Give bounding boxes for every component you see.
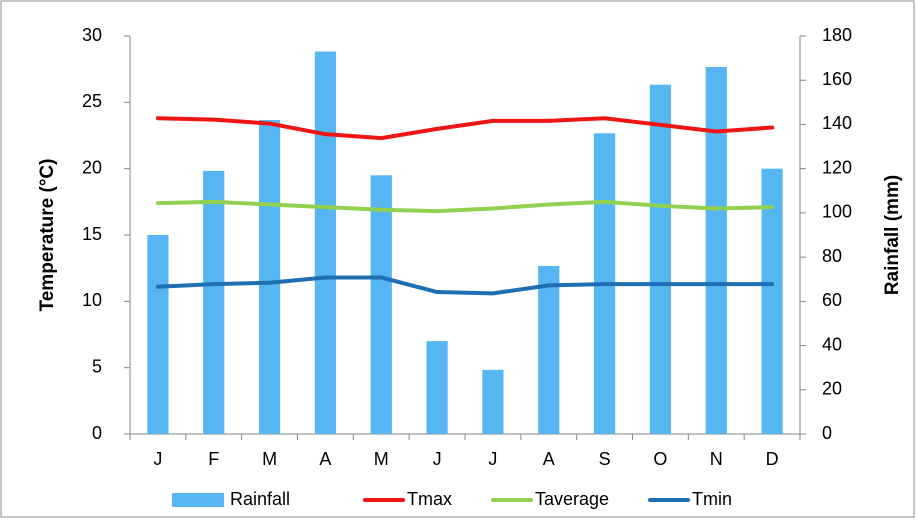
y2-tick-label: 180 — [822, 25, 852, 45]
bar — [203, 170, 225, 434]
legend-label: Taverage — [535, 489, 609, 509]
y-tick-label: 10 — [82, 290, 102, 310]
bar — [538, 265, 560, 434]
line — [155, 199, 775, 214]
x-tick-label: D — [766, 449, 779, 469]
y2-tick-label: 60 — [822, 290, 842, 310]
y-axis-title: Temperature (°C) — [37, 159, 58, 312]
x-tick-label: A — [543, 449, 555, 469]
y2-tick-label: 140 — [822, 113, 852, 133]
bar — [258, 120, 281, 435]
bar — [426, 341, 448, 434]
legend-swatch — [172, 493, 224, 507]
y-tick-label: 25 — [82, 91, 102, 111]
line — [155, 116, 775, 141]
y2-tick-label: 120 — [822, 157, 852, 177]
y-tick-label: 30 — [82, 25, 102, 45]
bar — [314, 51, 337, 434]
x-tick-label: A — [319, 449, 331, 469]
bar — [705, 66, 727, 434]
y2-tick-label: 100 — [822, 202, 852, 222]
y2-tick-label: 160 — [822, 69, 852, 89]
x-tick-label: F — [208, 449, 219, 469]
legend-label: Rainfall — [230, 489, 290, 509]
x-tick-label: O — [653, 449, 667, 469]
legend-label: Tmin — [692, 489, 732, 509]
x-tick-label: J — [153, 449, 162, 469]
y2-tick-label: 0 — [822, 423, 832, 443]
bar — [370, 175, 392, 435]
x-tick-label: S — [599, 449, 611, 469]
x-tick-label: M — [374, 449, 389, 469]
bar — [761, 168, 783, 434]
y2-tick-label: 20 — [822, 379, 842, 399]
x-tick-label: M — [262, 449, 277, 469]
bar — [482, 369, 504, 434]
y-tick-label: 5 — [92, 356, 102, 376]
bar — [649, 84, 672, 435]
x-tick-label: J — [433, 449, 442, 469]
x-tick-label: J — [488, 449, 497, 469]
legend-label: Tmax — [407, 489, 452, 509]
line — [155, 275, 775, 296]
y-tick-label: 20 — [82, 157, 102, 177]
y2-tick-label: 80 — [822, 246, 842, 266]
bar — [147, 235, 169, 434]
y2-tick-label: 40 — [822, 334, 842, 354]
y-tick-label: 15 — [82, 224, 102, 244]
y-tick-label: 0 — [92, 423, 102, 443]
y2-axis-title: Rainfall (mm) — [882, 175, 903, 295]
x-tick-label: N — [710, 449, 723, 469]
